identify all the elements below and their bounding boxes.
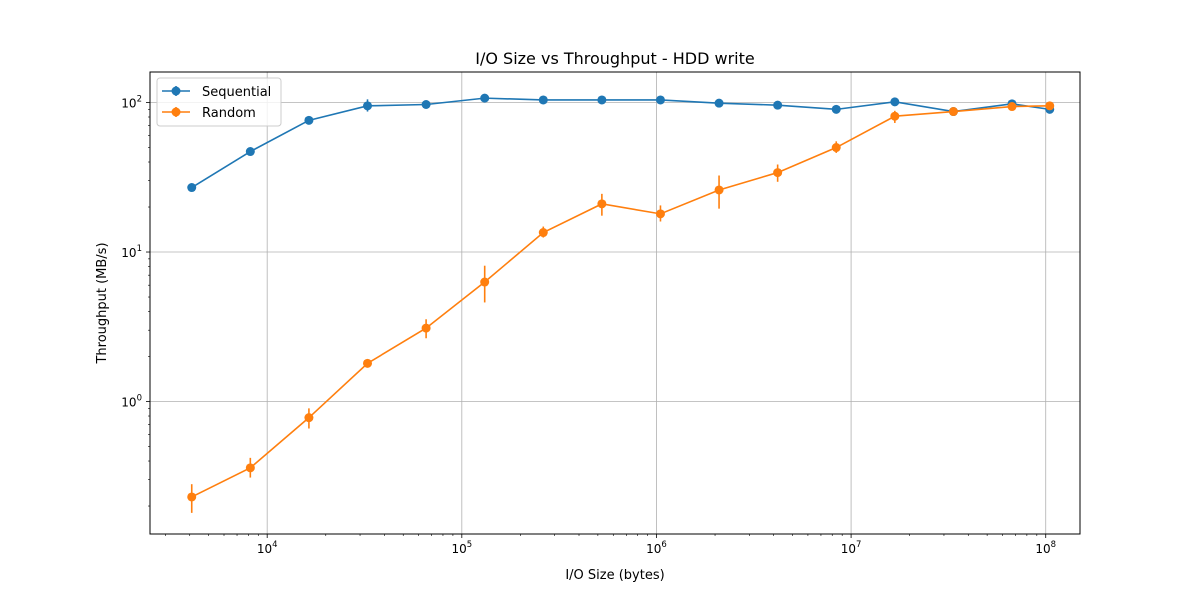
data-point: [773, 168, 783, 178]
data-point: [480, 277, 490, 287]
data-point: [421, 99, 431, 109]
data-point: [480, 93, 490, 103]
x-axis-label: I/O Size (bytes): [565, 568, 664, 583]
x-tick-label: 105: [451, 540, 472, 556]
data-point: [304, 413, 314, 423]
legend-label: Sequential: [202, 85, 271, 100]
data-point: [890, 97, 900, 107]
data-point: [187, 183, 197, 193]
data-point: [538, 228, 548, 238]
data-point: [1045, 101, 1055, 111]
x-tick-label: 106: [646, 540, 667, 556]
y-axis-label: Throughput (MB/s): [95, 242, 110, 364]
data-point: [655, 95, 665, 105]
data-point: [714, 185, 724, 195]
x-tick-label: 104: [257, 540, 278, 556]
data-point: [187, 492, 197, 502]
y-tick-label: 100: [121, 394, 142, 410]
legend-label: Random: [202, 106, 256, 121]
y-tick-label: 102: [121, 95, 142, 111]
grid-lines: [150, 72, 1080, 534]
plot-area: [187, 93, 1055, 513]
data-point: [363, 101, 373, 111]
data-point: [890, 111, 900, 121]
x-tick-label: 107: [841, 540, 862, 556]
data-point: [831, 104, 841, 114]
series-random: [187, 101, 1055, 513]
chart-title: I/O Size vs Throughput - HDD write: [475, 49, 754, 68]
data-point: [597, 95, 607, 105]
data-point: [1007, 102, 1017, 112]
legend: Sequential Random: [156, 77, 282, 127]
data-point: [304, 115, 314, 125]
data-point: [655, 209, 665, 219]
x-tick-label: 108: [1035, 540, 1056, 556]
data-point: [245, 463, 255, 473]
data-point: [948, 107, 958, 117]
data-point: [245, 147, 255, 157]
data-point: [538, 95, 548, 105]
legend-item-random: Random: [162, 106, 256, 121]
data-point: [773, 100, 783, 110]
axis-ticks: 104 105 106 107 108 100 101 102: [121, 95, 1056, 556]
data-point: [714, 98, 724, 108]
y-tick-label: 101: [121, 244, 142, 260]
legend-item-sequential: Sequential: [162, 85, 271, 100]
legend-marker: [171, 86, 181, 96]
data-point: [597, 199, 607, 209]
legend-box: [156, 77, 282, 127]
data-point: [421, 323, 431, 333]
series-line: [191, 105, 1050, 498]
axes-frame: [149, 71, 1081, 535]
series-line: [191, 97, 1050, 189]
legend-marker: [171, 107, 181, 117]
data-point: [831, 143, 841, 153]
data-point: [363, 358, 373, 368]
